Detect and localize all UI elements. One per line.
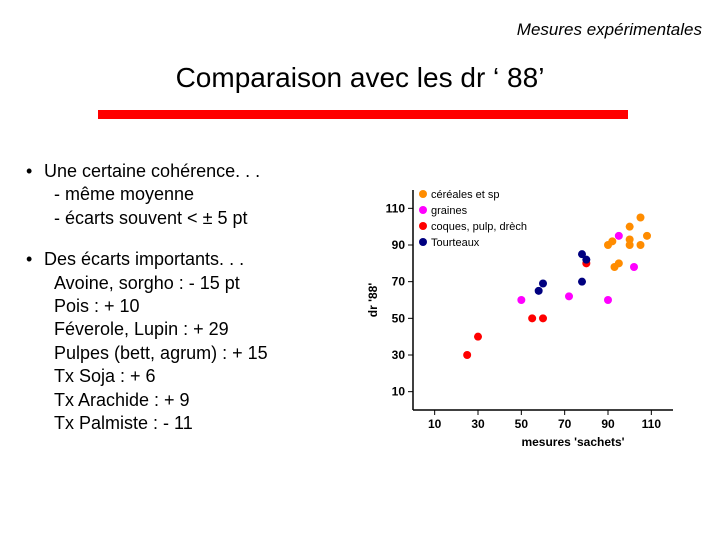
svg-text:70: 70 [558, 417, 572, 431]
title-underline [98, 110, 628, 119]
svg-text:10: 10 [392, 385, 406, 399]
svg-text:céréales et sp: céréales et sp [431, 189, 499, 201]
bullet-2: Des écarts importants. . . Avoine, sorgh… [20, 248, 350, 435]
svg-text:110: 110 [386, 201, 406, 215]
bullet-list: Une certaine cohérence. . . - même moyen… [20, 160, 350, 453]
svg-text:Tourteaux: Tourteaux [431, 237, 480, 249]
svg-text:90: 90 [601, 417, 615, 431]
svg-text:10: 10 [428, 417, 442, 431]
svg-text:50: 50 [515, 417, 529, 431]
svg-text:coques, pulp, drèch: coques, pulp, drèch [431, 221, 527, 233]
svg-text:70: 70 [392, 275, 406, 289]
svg-text:50: 50 [392, 311, 406, 325]
bullet-2-s5: Tx Soja : + 6 [44, 365, 350, 388]
bullet-2-s6: Tx Arachide : + 9 [44, 389, 350, 412]
svg-text:graines: graines [431, 205, 468, 217]
bullet-1-sub1: - même moyenne [44, 183, 350, 206]
svg-text:mesures 'sachets': mesures 'sachets' [521, 435, 624, 449]
bullet-2-s7: Tx Palmiste : - 11 [44, 412, 350, 435]
svg-text:110: 110 [642, 417, 662, 431]
slide: Mesures expérimentales Comparaison avec … [0, 0, 720, 540]
svg-text:dr '88': dr '88' [366, 283, 380, 318]
bullet-1: Une certaine cohérence. . . - même moyen… [20, 160, 350, 230]
bullet-2-s1: Avoine, sorgho : - 15 pt [44, 272, 350, 295]
svg-text:90: 90 [392, 238, 406, 252]
bullet-2-s2: Pois : + 10 [44, 295, 350, 318]
svg-text:30: 30 [392, 348, 406, 362]
bullet-1-sub2: - écarts souvent < ± 5 pt [44, 207, 350, 230]
bullet-2-s4: Pulpes (bett, agrum) : + 15 [44, 342, 350, 365]
bullet-1-main: Une certaine cohérence. . . [44, 161, 260, 181]
bullet-2-main: Des écarts importants. . . [44, 249, 244, 269]
section-header: Mesures expérimentales [517, 20, 702, 40]
bullet-2-s3: Féverole, Lupin : + 29 [44, 318, 350, 341]
scatter-chart: 10 10 30 30 50 50 70 70 90 90 110 110 mesures 'sache… [365, 180, 705, 460]
slide-title: Comparaison avec les dr ‘ 88’ [0, 62, 720, 94]
svg-text:30: 30 [471, 417, 485, 431]
